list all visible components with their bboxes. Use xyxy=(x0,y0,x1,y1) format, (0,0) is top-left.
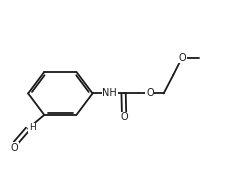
Text: O: O xyxy=(146,88,154,98)
Text: NH: NH xyxy=(102,88,117,98)
Text: O: O xyxy=(120,112,128,122)
Text: H: H xyxy=(29,123,36,132)
Text: O: O xyxy=(11,143,18,153)
Text: O: O xyxy=(179,53,186,63)
